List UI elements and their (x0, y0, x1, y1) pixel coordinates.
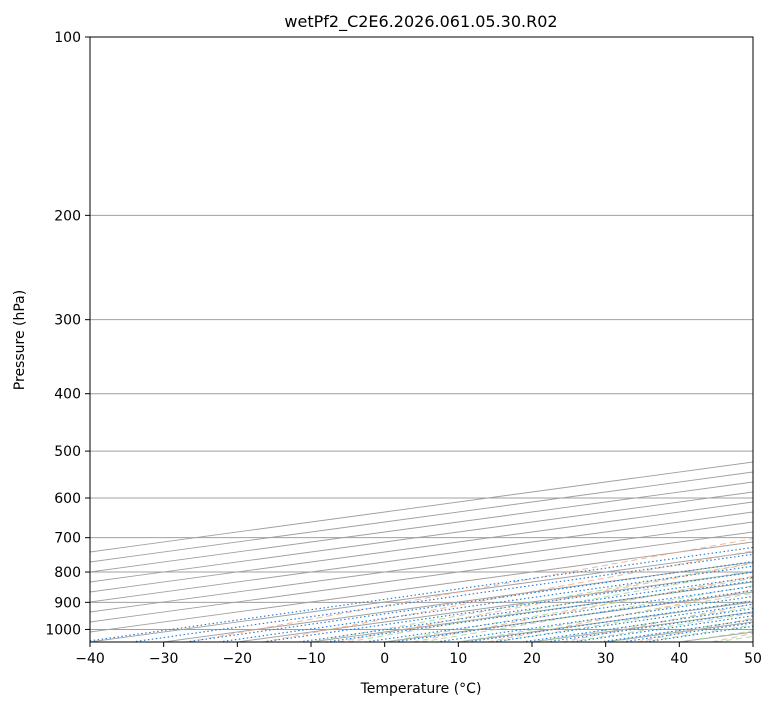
x-tick-label: 10 (449, 651, 467, 667)
dry-adiabat (338, 562, 753, 642)
y-tick-label: 200 (54, 208, 81, 224)
y-tick-label: 100 (54, 30, 81, 46)
x-tick-label: −20 (223, 651, 253, 667)
isotherm (90, 521, 753, 613)
moist-adiabat (531, 606, 753, 642)
moist-adiabat (310, 562, 753, 642)
dry-adiabat (562, 603, 753, 642)
moist-adiabat (384, 577, 753, 642)
y-axis: 100 200 300 400 500 600 700 800 900 1000 (45, 30, 90, 638)
dry-adiabat (412, 575, 753, 642)
isotherm (90, 551, 753, 642)
isotherm (90, 541, 753, 633)
mixing-ratio-line (90, 546, 753, 642)
y-tick-label: 1000 (45, 622, 81, 638)
isotherm (752, 641, 753, 642)
y-tick-label: 800 (54, 565, 81, 581)
x-tick-label: −40 (75, 651, 105, 667)
x-tick-label: −30 (149, 651, 179, 667)
y-axis-label: Pressure (hPa) (12, 290, 28, 390)
isotherm (90, 511, 753, 603)
plot-frame (89, 36, 754, 643)
chart-title: wetPf2_C2E6.2026.061.05.30.R02 (284, 12, 557, 32)
dry-adiabat (487, 589, 753, 642)
y-tick-label: 900 (54, 595, 81, 611)
mixing-ratio-line (185, 561, 753, 642)
mixing-ratio-line (467, 600, 753, 642)
isotherm (679, 631, 753, 642)
moist-adiabat (716, 635, 753, 642)
isotherm (531, 611, 753, 642)
isotherm (90, 501, 753, 593)
dry-adiabat (711, 632, 753, 642)
isotherm (90, 471, 753, 563)
moist-adiabat (642, 624, 753, 642)
mixing-ratio-line (492, 603, 753, 642)
isotherm (310, 581, 753, 642)
x-tick-label: 30 (597, 651, 615, 667)
mixing-ratio-line (131, 553, 753, 642)
background-lines (90, 37, 753, 642)
moist-adiabat (347, 569, 753, 642)
moist-adiabat (568, 612, 753, 642)
y-tick-label: 600 (54, 491, 81, 507)
y-tick-label: 300 (54, 313, 81, 329)
x-tick-label: 40 (670, 651, 688, 667)
x-tick-label: 0 (380, 651, 389, 667)
moist-adiabat (679, 630, 753, 642)
x-tick-label: 50 (744, 651, 762, 667)
dry-adiabat (263, 550, 753, 642)
mixing-ratio-line (522, 608, 753, 642)
y-tick-label: 700 (54, 531, 81, 547)
y-tick-label: 500 (54, 444, 81, 460)
x-axis: −40 −30 −20 −10 0 10 20 30 40 50 (75, 642, 762, 667)
mixing-ratio-line (546, 611, 753, 642)
x-tick-label: 20 (523, 651, 541, 667)
isotherm (90, 481, 753, 573)
x-axis-label: Temperature (°C) (360, 681, 482, 697)
mixing-ratio-line (436, 595, 753, 642)
mixing-ratio-line (326, 580, 753, 642)
isotherm (90, 531, 753, 623)
moist-adiabat (421, 585, 753, 642)
isotherm (384, 591, 753, 642)
dry-adiabat (636, 617, 753, 642)
dry-adiabat (188, 538, 753, 642)
isotherm (90, 461, 753, 553)
y-tick-label: 400 (54, 387, 81, 403)
x-tick-label: −10 (296, 651, 326, 667)
isotherm (90, 491, 753, 583)
